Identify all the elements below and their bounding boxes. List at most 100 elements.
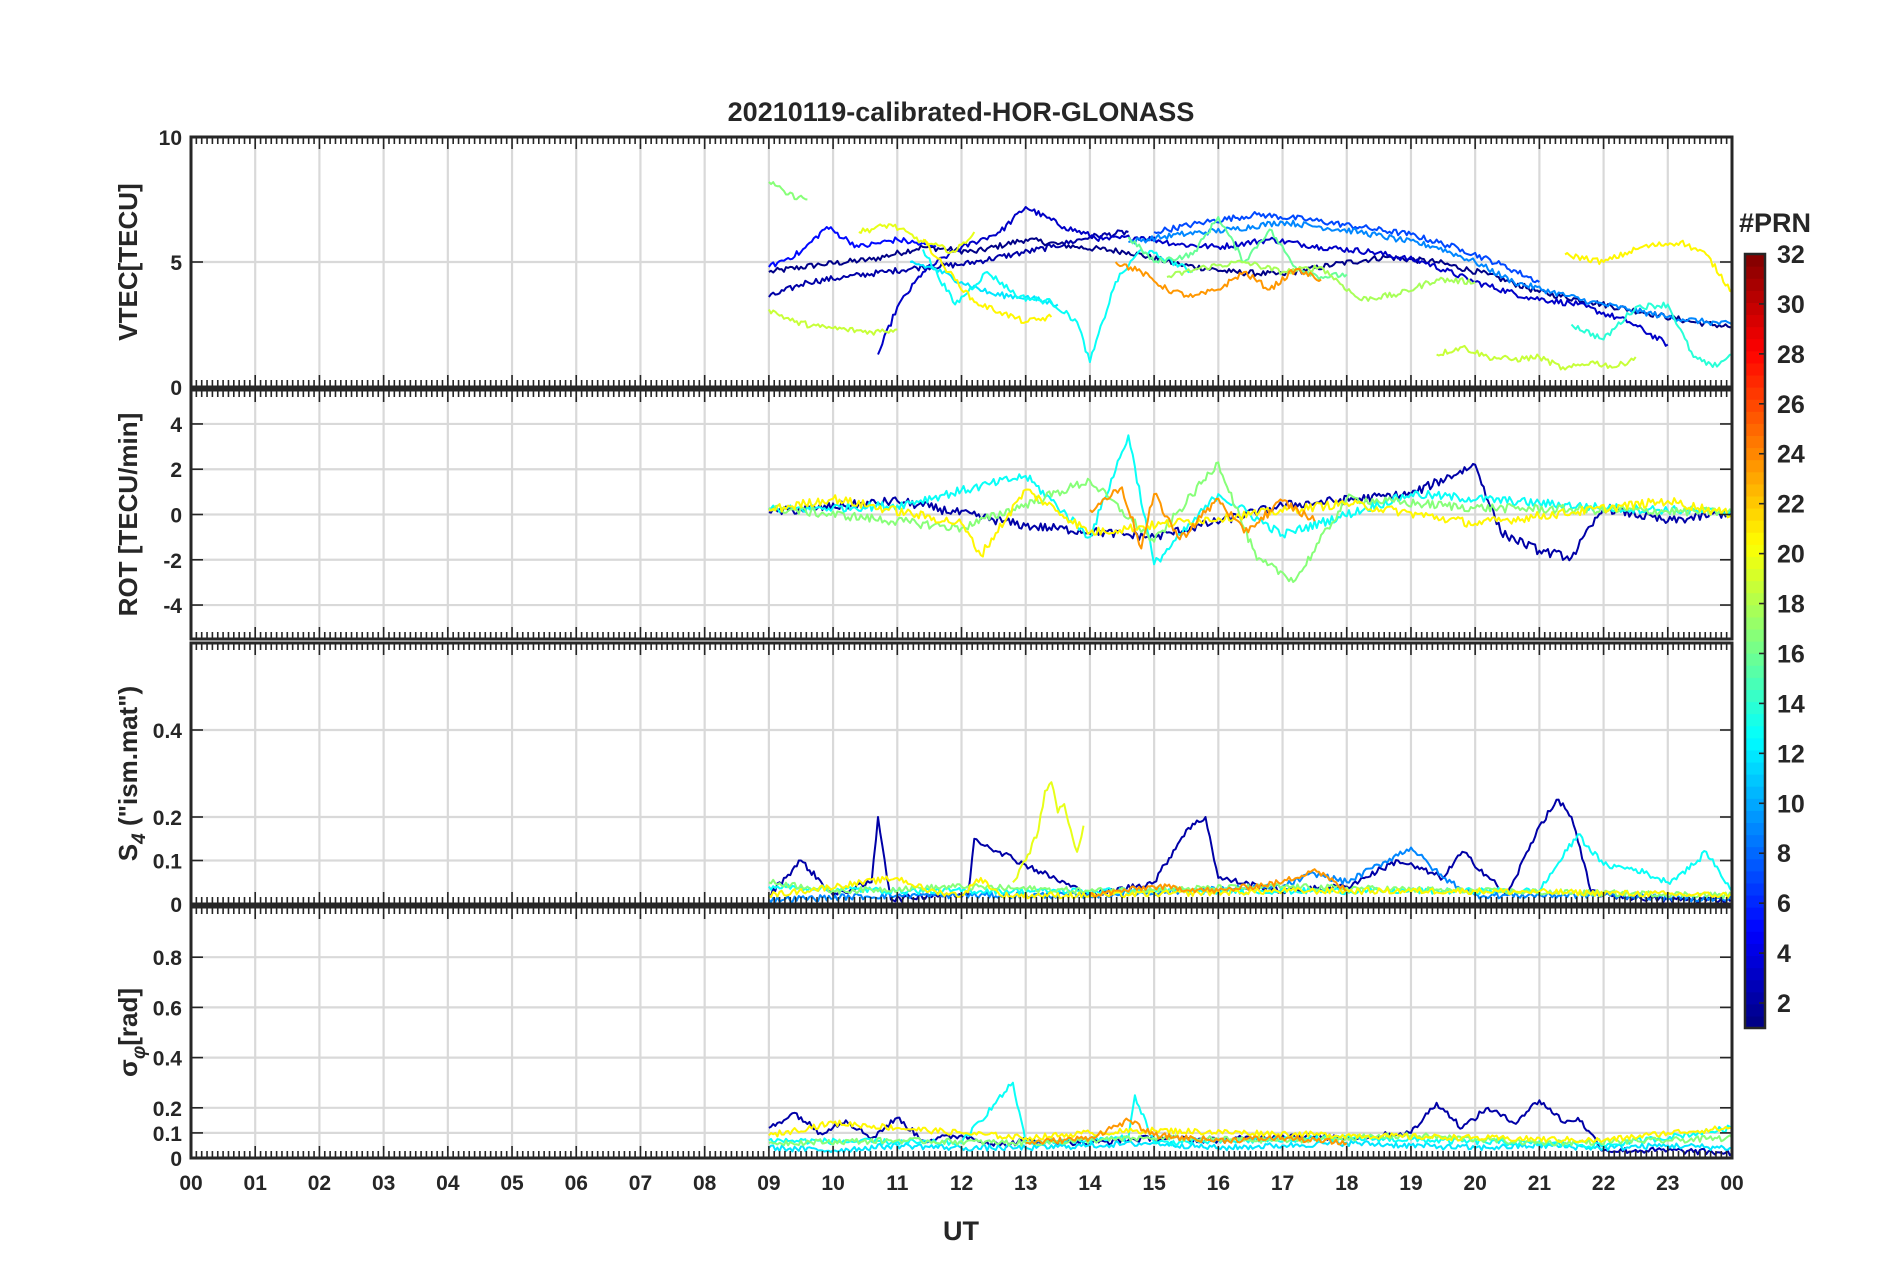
series-line-prn-20	[858, 223, 976, 254]
colorbar-segment	[1745, 943, 1765, 957]
colorbar-segment	[1745, 967, 1765, 981]
colorbar-segment	[1745, 604, 1765, 618]
colorbar-segment	[1745, 616, 1765, 630]
x-tick-label: 21	[1528, 1172, 1552, 1195]
colorbar-frame	[1743, 252, 1767, 1030]
y-tick-label: 0.2	[153, 807, 182, 830]
colorbar-segment	[1745, 822, 1765, 836]
colorbar-segment	[1745, 774, 1765, 787]
colorbar-segment	[1745, 556, 1765, 570]
series-line-prn-5	[768, 226, 937, 268]
colorbar-segment	[1745, 507, 1765, 521]
y-axis-label-sigma: σφ[rad]	[113, 988, 150, 1077]
x-tick-label: 01	[244, 1172, 268, 1195]
series-line-prn-14	[1570, 301, 1732, 368]
colorbar-tick-label: 32	[1777, 241, 1805, 269]
x-tick-label: 06	[565, 1172, 588, 1195]
colorbar-segment	[1745, 955, 1765, 969]
colorbar-segment	[1745, 471, 1765, 485]
x-tick-label: 19	[1399, 1172, 1422, 1195]
colorbar-segment	[1745, 568, 1765, 582]
x-tick-label: 05	[500, 1172, 524, 1195]
colorbar-segment	[1745, 495, 1765, 509]
x-tick-label: 20	[1463, 1172, 1486, 1195]
series-line-prn-12	[768, 1139, 1732, 1154]
colorbar-segment	[1745, 846, 1765, 860]
series-line-prn-24	[1089, 486, 1316, 550]
series-line-prn-2	[768, 462, 1732, 562]
colorbar-segment	[1745, 725, 1765, 739]
colorbar-tick-label: 20	[1777, 541, 1805, 569]
series-line-prn-20	[1012, 781, 1085, 883]
colorbar-segment	[1745, 991, 1765, 1005]
x-axis-label: UT	[943, 1216, 979, 1246]
x-tick-label: 15	[1142, 1172, 1166, 1195]
x-tick-label: 07	[629, 1172, 652, 1195]
colorbar-tick-label: 24	[1777, 441, 1805, 469]
colorbar-segment	[1745, 882, 1765, 896]
colorbar-segment	[1745, 858, 1765, 872]
x-tick-label: 00	[1720, 1172, 1743, 1195]
colorbar-segment	[1745, 459, 1765, 473]
y-tick-label: 4	[170, 414, 182, 437]
colorbar-segment	[1745, 387, 1765, 400]
y-tick-label: 0.6	[153, 997, 182, 1020]
panel-sigma: 00.10.2 0.4 0.6 0.8σφ[rad] 00 01 02 03 04 05 06 07 0…	[113, 905, 1744, 1195]
colorbar-segment	[1745, 907, 1765, 920]
chart-title: 20210119-calibrated-HOR-GLONASS	[728, 97, 1195, 127]
colorbar-segment	[1745, 713, 1765, 727]
y-tick-label: 0	[170, 505, 182, 528]
x-tick-label: 16	[1207, 1172, 1230, 1195]
y-tick-label: 0	[170, 1148, 182, 1171]
series-line-prn-19	[1436, 344, 1637, 371]
colorbar-segment	[1745, 749, 1765, 763]
colorbar-segment	[1745, 278, 1765, 291]
y-tick-label: 5	[170, 252, 182, 275]
y-tick-label: 0	[170, 377, 182, 400]
colorbar-segment	[1745, 810, 1765, 823]
colorbar-segment	[1745, 362, 1765, 376]
colorbar-tick-label: 8	[1777, 840, 1791, 868]
colorbar-tick-label: 16	[1777, 640, 1805, 668]
panel-sigma-grid	[191, 907, 1732, 1158]
panel-vtec: 0 5 10 VTEC[TECU]	[113, 127, 1734, 400]
colorbar-segment	[1745, 254, 1765, 267]
colorbar-segment	[1745, 761, 1765, 775]
series-line-prn-21	[768, 488, 1732, 558]
x-tick-label: 14	[1078, 1172, 1102, 1195]
x-tick-label: 08	[693, 1172, 717, 1195]
colorbar-segment	[1745, 544, 1765, 557]
colorbar-segment	[1745, 532, 1765, 545]
series-line-prn-21	[922, 238, 1053, 324]
y-tick-label: 0	[170, 894, 182, 917]
colorbar-segment	[1745, 302, 1765, 316]
colorbar-segment	[1745, 1015, 1765, 1029]
colorbar-tick-label: 30	[1777, 291, 1805, 319]
x-tick-label: 22	[1592, 1172, 1615, 1195]
colorbar-tick-label: 10	[1777, 790, 1805, 818]
colorbar-segment	[1745, 628, 1765, 642]
y-tick-label: -4	[163, 595, 182, 618]
colorbar-segment	[1745, 435, 1765, 449]
x-tick-label: 03	[372, 1172, 395, 1195]
colorbar-segment	[1745, 665, 1765, 678]
colorbar-segment	[1745, 399, 1765, 412]
panel-rot: -4 -2 0 2 4 ROT [TECU/min]	[113, 388, 1734, 641]
x-tick-label: 00	[179, 1172, 202, 1195]
panel-rot-series	[768, 434, 1732, 583]
series-line-prn-17	[768, 181, 808, 201]
series-line-prn-2	[768, 229, 1129, 298]
series-line-prn-19	[768, 309, 898, 336]
panel-sigma-ticks	[190, 907, 1733, 1159]
series-line-prn-24	[1089, 868, 1348, 899]
y-tick-label: 0.4	[153, 720, 183, 743]
series-line-prn-7	[1153, 211, 1540, 284]
series-line-prn-18	[1166, 259, 1476, 302]
panel-s4-series	[768, 781, 1732, 904]
colorbar-segment	[1745, 737, 1765, 751]
series-line-prn-21	[1564, 239, 1732, 293]
panel-vtec-ticks	[190, 136, 1733, 388]
panel-rot-grid	[191, 390, 1732, 639]
